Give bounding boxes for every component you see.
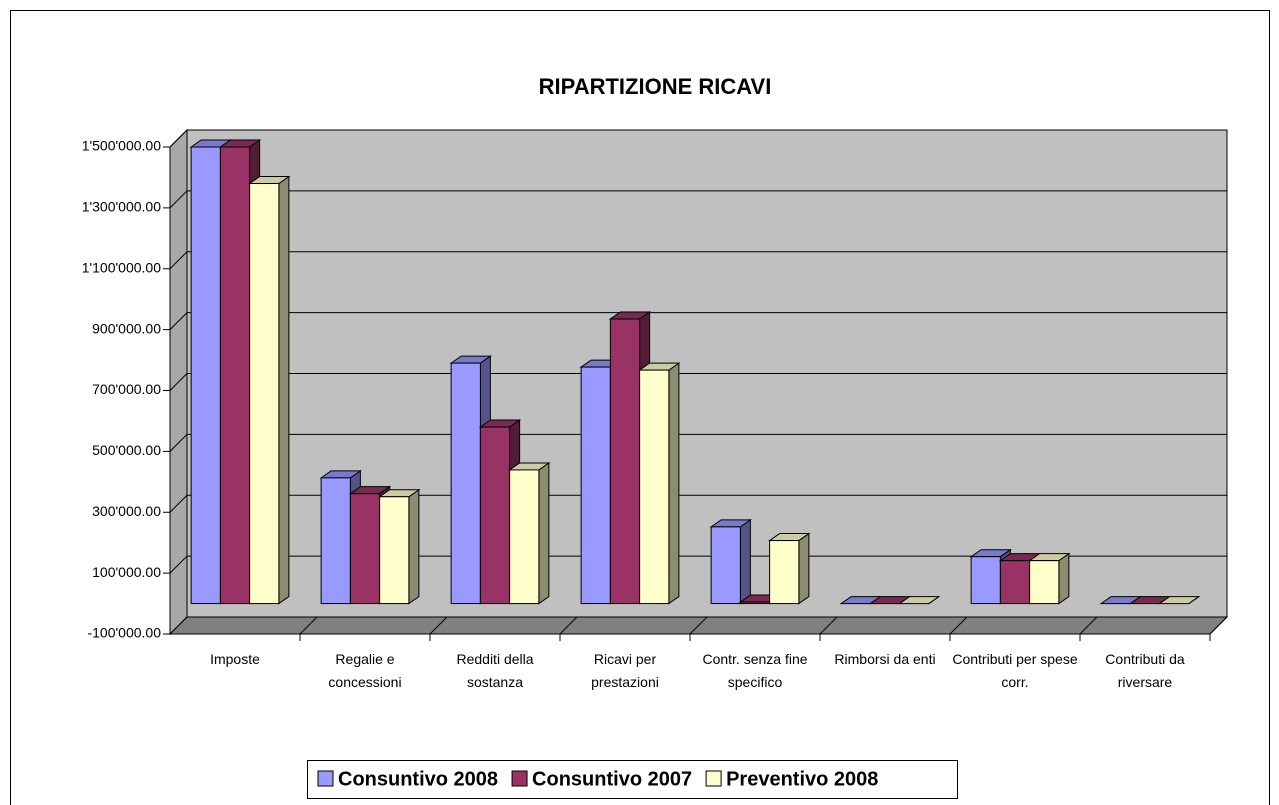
- bar-front: [639, 369, 670, 605]
- bar: [768, 532, 811, 605]
- x-tick-label: Contr. senza fine specifico: [702, 651, 808, 690]
- floor-divider: [1209, 616, 1228, 635]
- bar: [898, 596, 941, 605]
- bar: [638, 362, 681, 605]
- bar-front: [479, 426, 511, 605]
- floor-divider: [949, 616, 968, 635]
- bar-side: [408, 488, 420, 605]
- bar: [248, 175, 291, 605]
- bar-front: [1029, 560, 1060, 605]
- x-tick-label: Rimborsi da enti: [834, 651, 936, 667]
- bar-side: [1058, 552, 1070, 605]
- grid-line: [169, 251, 1227, 270]
- bar-front: [999, 560, 1031, 605]
- floor-divider: [1079, 616, 1098, 635]
- legend-swatch: [511, 770, 528, 787]
- bar-side: [739, 518, 751, 605]
- bar-top: [898, 596, 941, 605]
- legend-swatch: [317, 770, 334, 787]
- x-tick-label: Contributi da riversare: [1105, 651, 1185, 690]
- bar-front: [509, 469, 540, 605]
- grid-line: [169, 312, 1227, 330]
- bar-front: [769, 540, 800, 605]
- y-tick-label: 900'000.00: [92, 320, 161, 336]
- x-tick-label: Contributi per spese corr.: [952, 651, 1078, 690]
- bar-front: [450, 362, 481, 605]
- bar-front: [609, 318, 641, 605]
- floor-divider: [429, 616, 448, 635]
- bar: [508, 461, 551, 605]
- y-tick-label: 100'000.00: [92, 564, 161, 580]
- legend: [307, 760, 958, 799]
- grid-line: [169, 190, 1227, 209]
- floor-divider: [689, 616, 708, 635]
- bar-front: [320, 477, 351, 605]
- bar-top: [1158, 596, 1201, 605]
- legend-label: Consuntivo 2007: [532, 768, 692, 790]
- grid-line: [169, 555, 1227, 574]
- x-tick-label: Regalie e concessioni: [328, 651, 402, 690]
- legend-label: Consuntivo 2008: [338, 768, 498, 790]
- bar-side: [538, 461, 550, 605]
- floor-divider: [559, 616, 578, 635]
- bar-front: [349, 493, 381, 605]
- y-tick-label: 500'000.00: [92, 442, 161, 458]
- y-tick-label: 1'500'000.00: [82, 138, 162, 154]
- bar-front: [379, 496, 410, 605]
- bar-front: [190, 146, 221, 605]
- grid-line: [169, 373, 1227, 391]
- bar-side: [668, 362, 680, 605]
- legend-label: Preventivo 2008: [726, 768, 878, 790]
- bar-side: [798, 532, 810, 605]
- bar-front: [249, 183, 280, 605]
- bar-front: [219, 146, 251, 605]
- grid-line: [169, 494, 1227, 513]
- x-tick-label: Imposte: [210, 651, 260, 667]
- bar: [1158, 596, 1201, 605]
- bar-front: [739, 601, 771, 605]
- grid-line: [169, 616, 1227, 635]
- bar-front: [970, 556, 1001, 605]
- bar: [378, 488, 421, 605]
- y-tick-label: 1'300'000.00: [82, 199, 162, 215]
- grid-line: [169, 433, 1227, 452]
- y-tick-label: 1'100'000.00: [82, 259, 162, 275]
- bar: [1028, 552, 1071, 605]
- x-tick-label: Ricavi per prestazioni: [591, 651, 659, 690]
- bar-front: [580, 366, 611, 605]
- legend-swatch: [705, 770, 722, 787]
- grid-line: [169, 129, 1227, 148]
- floor-divider: [299, 616, 318, 635]
- bar-front: [710, 526, 741, 605]
- floor-divider: [819, 616, 838, 635]
- bar-side: [278, 175, 290, 605]
- y-tick-label: 700'000.00: [92, 381, 161, 397]
- y-tick-label: 300'000.00: [92, 503, 161, 519]
- chart-title: RIPARTIZIONE RICAVI: [539, 74, 772, 99]
- x-tick-label: Redditi della sostanza: [456, 651, 534, 690]
- bar: [709, 518, 752, 605]
- y-tick-label: -100'000.00: [87, 625, 161, 641]
